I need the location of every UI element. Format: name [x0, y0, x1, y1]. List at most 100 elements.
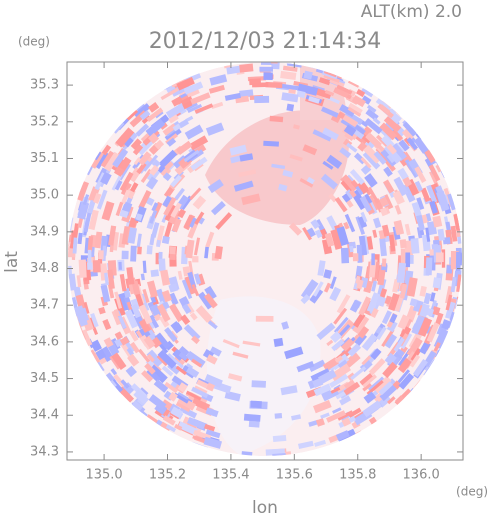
radar-speckle: [302, 226, 312, 241]
radar-speckle: [388, 234, 396, 252]
plot-frame: [66, 61, 464, 461]
radar-speckle: [82, 194, 90, 206]
y-tick-label: 34.7: [30, 298, 59, 313]
radar-speckle: [175, 402, 191, 413]
radar-speckle: [161, 235, 170, 245]
radar-speckle: [419, 285, 427, 297]
radar-speckle: [183, 214, 194, 230]
radar-speckle: [315, 418, 325, 427]
radar-speckle: [317, 260, 326, 277]
radar-speckle: [68, 273, 77, 291]
radar-speckle: [360, 211, 368, 223]
radar-speckle: [412, 359, 428, 378]
radar-speckle: [148, 164, 160, 176]
radar-speckle: [429, 200, 438, 214]
radar-speckle: [161, 399, 173, 411]
radar-speckle: [381, 328, 395, 348]
radar-speckle: [206, 382, 215, 392]
radar-speckle: [187, 417, 206, 430]
radar-speckle: [161, 289, 172, 303]
radar-speckle: [120, 379, 130, 389]
radar-speckle: [433, 342, 441, 352]
radar-speckle: [140, 168, 153, 183]
radar-speckle: [445, 301, 456, 320]
radar-speckle: [146, 353, 155, 363]
radar-speckle: [349, 189, 357, 198]
radar-speckle: [362, 400, 382, 418]
radar-speckle: [170, 202, 182, 218]
radar-speckle: [180, 314, 191, 325]
radar-speckle: [371, 253, 375, 266]
radar-speckle: [151, 222, 160, 238]
radar-speckle: [390, 143, 407, 162]
radar-speckle: [162, 195, 174, 209]
radar-speckle: [187, 220, 199, 239]
radar-speckle: [104, 151, 120, 172]
radar-speckle: [389, 313, 398, 324]
radar-speckle: [87, 249, 92, 266]
radar-speckle: [398, 372, 415, 390]
radar-speckle: [355, 185, 364, 196]
radar-speckle: [310, 368, 331, 382]
radar-speckle: [367, 186, 380, 204]
radar-speckle: [176, 76, 195, 91]
radar-speckle: [150, 269, 160, 277]
radar-speckle: [114, 291, 123, 309]
radar-speckle: [377, 395, 392, 408]
radar-speckle: [250, 400, 262, 409]
radar-speckle: [119, 273, 127, 292]
radar-speckle: [429, 292, 436, 302]
radar-speckle: [340, 174, 358, 193]
radar-speckle: [181, 279, 193, 300]
radar-speckle: [336, 294, 351, 314]
radar-speckle: [414, 180, 423, 192]
radar-speckle: [393, 337, 405, 352]
radar-speckle: [208, 84, 225, 94]
radar-speckle: [386, 320, 398, 333]
radar-speckle: [360, 157, 372, 169]
radar-speckle: [168, 391, 178, 402]
radar-speckle: [77, 232, 83, 245]
radar-speckle: [416, 214, 425, 231]
radar-speckle: [375, 295, 387, 307]
radar-speckle: [162, 172, 172, 182]
radar-speckle: [278, 183, 288, 192]
radar-speckle: [314, 439, 326, 447]
radar-speckle: [402, 176, 412, 188]
radar-speckle: [156, 288, 167, 305]
radar-speckle: [343, 381, 361, 396]
radar-speckle: [78, 259, 87, 278]
radar-speckle: [124, 109, 139, 123]
radar-speckle: [184, 124, 204, 140]
radar-speckle: [150, 336, 162, 349]
radar-speckle: [203, 293, 218, 309]
radar-speckle: [143, 154, 159, 172]
radar-speckle: [115, 127, 135, 148]
radar-speckle: [145, 118, 166, 137]
radar-speckle: [324, 232, 335, 248]
y-unit: (deg): [18, 35, 50, 49]
radar-speckle: [192, 256, 199, 263]
radar-speckle: [409, 298, 418, 307]
radar-speckle: [284, 346, 304, 360]
radar-speckle: [397, 357, 412, 374]
radar-speckle: [392, 190, 405, 205]
radar-speckle: [254, 95, 270, 104]
radar-speckle: [111, 173, 123, 191]
radar-speckle: [370, 308, 379, 319]
radar-speckle: [366, 104, 377, 113]
radar-speckle: [381, 224, 390, 237]
radar-speckle: [355, 216, 366, 235]
radar-speckle: [324, 89, 335, 97]
radar-speckle: [197, 216, 205, 225]
radar-speckle: [399, 325, 412, 340]
radar-speckle: [194, 103, 214, 114]
radar-speckle: [94, 231, 103, 249]
radar-speckle: [126, 301, 133, 311]
radar-speckle: [86, 199, 96, 215]
radar-speckle: [100, 284, 111, 303]
radar-speckle: [320, 412, 330, 419]
radar-speckle: [289, 154, 303, 162]
radar-speckle: [356, 180, 370, 195]
radar-speckle: [426, 322, 440, 343]
